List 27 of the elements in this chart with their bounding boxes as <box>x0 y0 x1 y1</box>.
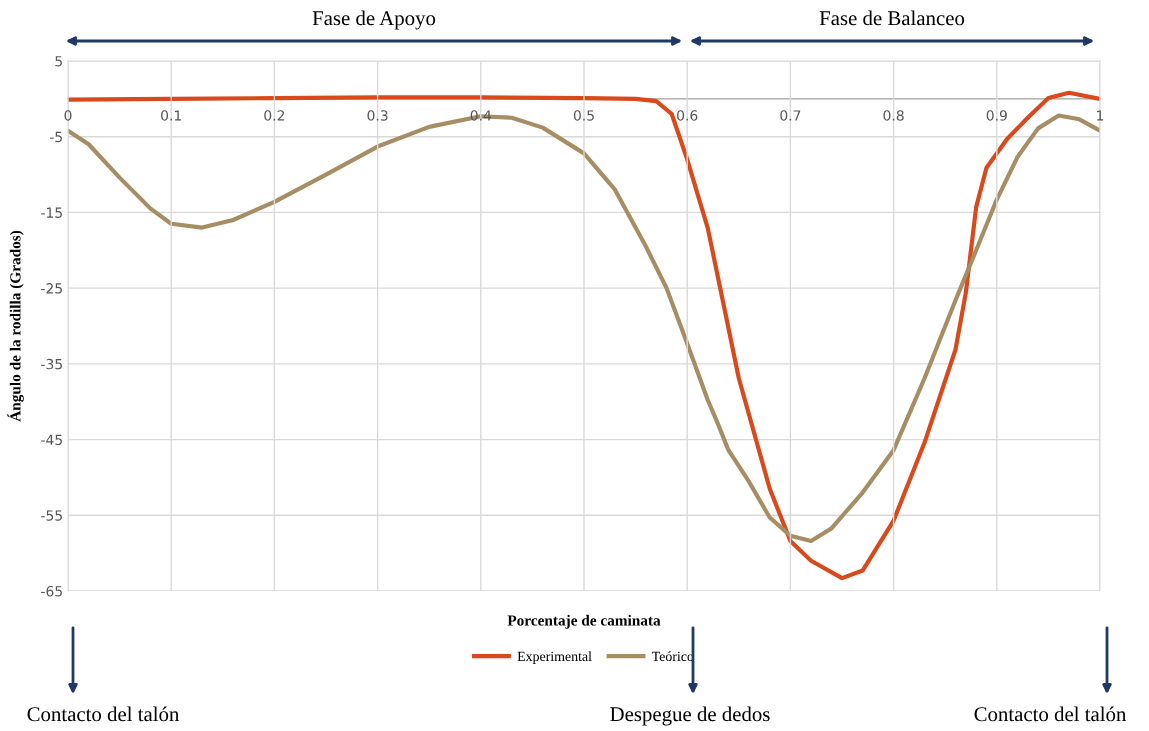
x-tick-label: 0.5 <box>573 110 594 121</box>
y-tick-label: -35 <box>41 358 62 370</box>
text: Contacto del talón <box>27 706 180 722</box>
y-tick-label: -5 <box>49 131 62 143</box>
x-axis-title: Porcentaje de caminata <box>507 614 661 629</box>
x-tick-label: 0.2 <box>264 110 285 121</box>
x-tick-label: 0.6 <box>677 110 698 121</box>
x-tick-label: 0.9 <box>986 110 1007 121</box>
text: Fase de Apoyo <box>312 10 436 30</box>
x-tick-label: 0.1 <box>161 110 181 121</box>
x-tick-label: 0 <box>64 110 72 121</box>
x-tick-label: 0.8 <box>883 110 904 121</box>
legend-label: Experimental <box>517 651 592 664</box>
text: Despegue de dedos <box>610 706 770 726</box>
x-tick-label: 0.3 <box>367 110 388 121</box>
x-tick-label: 0.7 <box>780 110 801 121</box>
y-tick-label: 5 <box>55 56 62 67</box>
y-tick-label: -55 <box>41 510 62 521</box>
y-tick-label: -45 <box>41 434 62 446</box>
y-tick-label: -15 <box>41 207 62 218</box>
legend-label: Teórico <box>651 651 694 662</box>
y-tick-label: -25 <box>41 283 62 294</box>
x-tick-label: 1 <box>1097 110 1104 121</box>
text: Fase de Balanceo <box>819 10 965 26</box>
y-tick-label: -65 <box>41 585 62 597</box>
text: Contacto del talón <box>974 706 1127 722</box>
y-axis-title: Ángulo de la rodilla (Grados) <box>7 230 24 422</box>
